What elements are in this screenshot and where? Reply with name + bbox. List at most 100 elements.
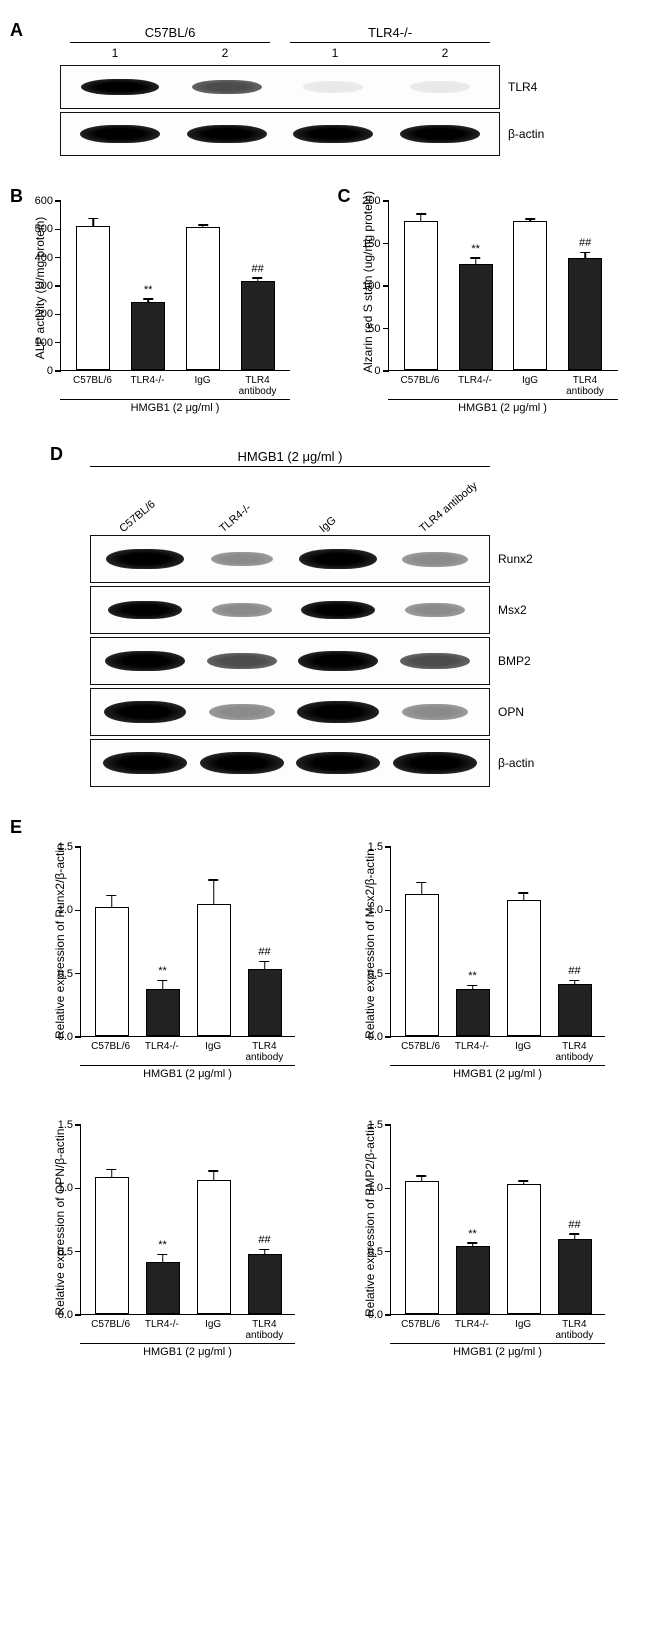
panel-d: D HMGB1 (2 μg/ml )C57BL/6TLR4-/-IgGTLR4 … (10, 444, 640, 787)
error-bar (264, 1249, 266, 1255)
blot-band (104, 701, 186, 723)
error-bar (472, 1243, 474, 1247)
blot-lane-label: 2 (170, 46, 280, 60)
y-axis-label: Relative expression of BMP2/β-actin (363, 1127, 377, 1317)
blot-group-label: C57BL/6 (60, 25, 280, 43)
panel-d-lane-label: C57BL/6 (117, 498, 158, 535)
ytick-label: 500 (35, 223, 53, 235)
error-bar (257, 278, 259, 282)
blot-row: β-actin (60, 112, 640, 156)
ytick-label: 0.0 (368, 1031, 383, 1043)
blot-row: Msx2 (90, 586, 640, 634)
x-axis-sublabel: HMGB1 (2 μg/ml ) (388, 399, 618, 414)
x-category-label: IgG (188, 1041, 239, 1063)
error-bar (523, 893, 525, 902)
blot-band (207, 653, 277, 669)
error-bar (213, 880, 215, 905)
x-category-label: TLR4-/- (446, 1041, 497, 1063)
x-axis-sublabel: HMGB1 (2 μg/ml ) (60, 399, 290, 414)
significance-label: ## (258, 1234, 270, 1246)
bar (76, 226, 110, 371)
error-bar (421, 882, 423, 895)
panel-e-grid: Relative expression of Runx2/β-actin0.00… (30, 832, 640, 1358)
ytick-label: 200 (362, 195, 380, 207)
error-bar (523, 1181, 525, 1185)
error-bar (111, 895, 113, 908)
blot-band (393, 752, 477, 774)
ytick-label: 0.5 (58, 968, 73, 980)
blot-row: OPN (90, 688, 640, 736)
x-category-label: C57BL/6 (85, 1319, 136, 1341)
x-category-label: C57BL/6 (395, 1319, 446, 1341)
blot-row-label: β-actin (508, 127, 544, 141)
x-category-label: TLR4-/- (120, 375, 175, 397)
bar (405, 1181, 439, 1314)
ytick-label: 1.0 (368, 904, 383, 916)
x-axis-sublabel: HMGB1 (2 μg/ml ) (80, 1343, 295, 1358)
significance-label: ** (158, 1239, 167, 1251)
significance-label: ** (158, 965, 167, 977)
panel-d-header: HMGB1 (2 μg/ml ) (90, 449, 490, 464)
x-category-label: TLR4 antibody (558, 375, 613, 397)
blot-row-label: BMP2 (498, 654, 531, 668)
x-category-label: TLR4-/- (136, 1041, 187, 1063)
x-axis-sublabel: HMGB1 (2 μg/ml ) (390, 1065, 605, 1080)
ytick-label: 100 (35, 337, 53, 349)
ytick-label: 1.5 (368, 1119, 383, 1131)
ytick-label: 0 (47, 365, 53, 377)
x-category-label: IgG (175, 375, 230, 397)
x-category-label: TLR4-/- (136, 1319, 187, 1341)
error-bar (574, 1234, 576, 1240)
blot-row-label: β-actin (498, 756, 534, 770)
blot-band (192, 80, 262, 94)
blot-band (410, 81, 470, 93)
ytick-label: 0.5 (58, 1246, 73, 1258)
significance-label: ** (468, 970, 477, 982)
ytick-label: 0.0 (368, 1309, 383, 1321)
plot-area: 0.00.51.01.5**## (390, 847, 605, 1037)
panel-e-chart: Relative expression of Runx2/β-actin0.00… (30, 832, 310, 1080)
blot-band (298, 651, 378, 671)
blot-band (105, 651, 185, 671)
blot-band (187, 125, 267, 143)
x-category-label: C57BL/6 (85, 1041, 136, 1063)
blot-group-label: TLR4-/- (280, 25, 500, 43)
x-category-label: C57BL/6 (393, 375, 448, 397)
panel-e: E Relative expression of Runx2/β-actin0.… (10, 817, 640, 1358)
blot-band (297, 701, 379, 723)
bar (404, 221, 438, 370)
blot-lane-label: 2 (390, 46, 500, 60)
plot-area: 0.00.51.01.5**## (80, 1125, 295, 1315)
panel-b: B ALP activity (U/mg protein)01002003004… (10, 186, 313, 414)
x-category-label: TLR4 antibody (549, 1319, 600, 1341)
error-bar (202, 225, 204, 228)
error-bar (93, 218, 95, 227)
panel-c: C Alzarin red S stain (ug/mg protein)050… (338, 186, 641, 414)
x-category-label: C57BL/6 (395, 1041, 446, 1063)
x-category-label: TLR4-/- (448, 375, 503, 397)
y-axis-label: Relative expression of OPN/β-actin (53, 1127, 67, 1317)
ytick-label: 150 (362, 238, 380, 250)
panel-d-content: HMGB1 (2 μg/ml )C57BL/6TLR4-/-IgGTLR4 an… (90, 449, 640, 787)
panel-a-label: A (10, 20, 23, 41)
ytick-label: 0.0 (58, 1031, 73, 1043)
error-bar (420, 214, 422, 223)
error-bar (584, 252, 586, 259)
bar (507, 900, 541, 1036)
blot-band (299, 549, 377, 569)
significance-label: ## (568, 965, 580, 977)
x-category-label: C57BL/6 (65, 375, 120, 397)
blot-lane-label: 1 (60, 46, 170, 60)
plot-area: 0.00.51.01.5**## (80, 847, 295, 1037)
bar: ** (456, 1246, 490, 1314)
bar (186, 227, 220, 370)
blot-band (209, 704, 275, 720)
blot-band (301, 601, 375, 619)
bar (405, 894, 439, 1036)
error-bar (147, 299, 149, 303)
ytick-label: 0.0 (58, 1309, 73, 1321)
error-bar (111, 1169, 113, 1178)
error-bar (162, 1254, 164, 1263)
blot-band (212, 603, 272, 617)
significance-label: ## (258, 946, 270, 958)
